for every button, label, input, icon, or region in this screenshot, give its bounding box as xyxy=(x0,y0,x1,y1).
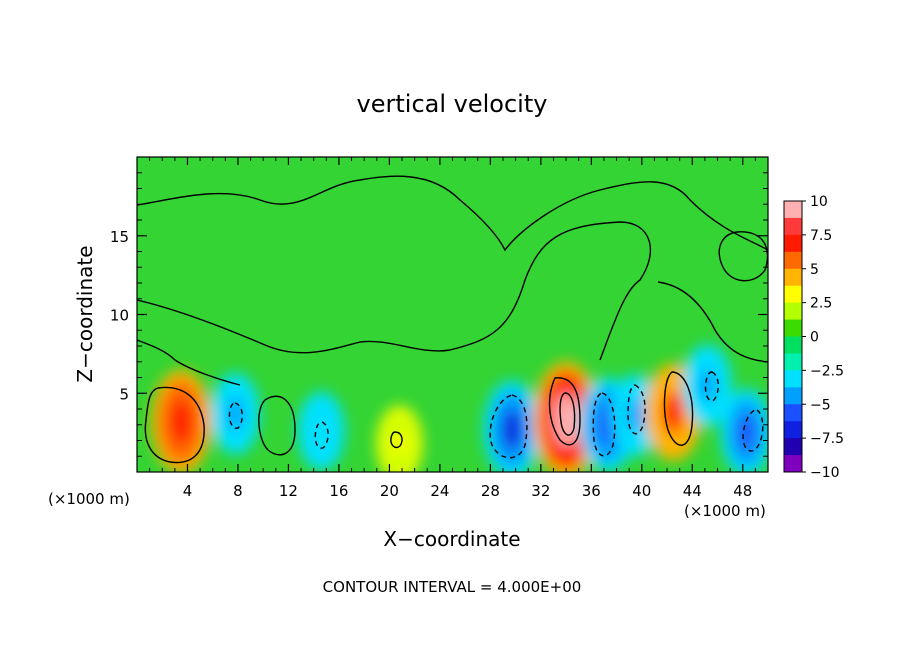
colorbar-segment-15 xyxy=(784,455,802,473)
x-tick-label-10: 44 xyxy=(683,482,702,500)
colorbar-segment-2 xyxy=(784,234,802,253)
y-tick-label-2: 15 xyxy=(110,228,129,246)
contour-blue-left xyxy=(228,402,243,429)
field-core-3 xyxy=(392,428,407,459)
velocity-field xyxy=(151,344,768,472)
x-tick-label-7: 32 xyxy=(531,482,550,500)
contour-lines xyxy=(137,175,768,464)
colorbar-segment-10 xyxy=(784,370,802,388)
colorbar-segment-5 xyxy=(784,285,802,304)
zero-contour-upper xyxy=(137,221,651,361)
colorbar-label-6: −5 xyxy=(810,397,831,413)
x-unit-right: (×1000 m) xyxy=(684,502,766,520)
colorbar-label-2: 5 xyxy=(810,262,819,278)
colorbar-segment-13 xyxy=(784,421,802,439)
x-axis-title: X−coordinate xyxy=(383,527,520,551)
contour-mid-low xyxy=(258,395,296,456)
field-core-0 xyxy=(170,398,193,445)
y-axis-title: Z−coordinate xyxy=(73,245,97,382)
contour-lower-right-ridge xyxy=(657,281,768,363)
x-tick-label-2: 12 xyxy=(279,482,298,500)
colorbar-label-1: 7.5 xyxy=(810,228,832,244)
x-tick-label-11: 48 xyxy=(733,482,752,500)
contour-red-core xyxy=(548,377,581,446)
y-tick-label-0: 5 xyxy=(119,385,129,403)
contour-interval-label: CONTOUR INTERVAL = 4.000E+00 xyxy=(323,578,582,596)
y-axis: 5 10 15 xyxy=(110,172,768,457)
x-tick-label-5: 24 xyxy=(430,482,449,500)
colorbar-label-4: 0 xyxy=(810,330,819,346)
colorbar-label-8: −10 xyxy=(810,465,840,481)
colorbar-label-5: −2.5 xyxy=(810,363,844,379)
x-unit-left: (×1000 m) xyxy=(48,490,130,508)
colorbar-segment-12 xyxy=(784,404,802,422)
field-core-9 xyxy=(699,368,716,403)
contour-yellow-low xyxy=(390,431,403,449)
colorbar-segment-9 xyxy=(784,353,802,371)
colorbar-label-7: −7.5 xyxy=(810,431,844,447)
colorbar-label-3: 2.5 xyxy=(810,296,832,312)
chart-title: vertical velocity xyxy=(357,90,548,118)
contour-blue-right3 xyxy=(704,371,719,402)
x-tick-label-0: 4 xyxy=(183,482,193,500)
colorbar-segment-1 xyxy=(784,217,802,236)
contour-left-red xyxy=(144,386,205,464)
field-core-10 xyxy=(737,413,756,452)
contour-bottom-left xyxy=(137,339,241,386)
x-tick-label-8: 36 xyxy=(582,482,601,500)
colorbar-segment-8 xyxy=(784,336,802,354)
colorbar-segment-11 xyxy=(784,387,802,405)
contour-red-core-inner xyxy=(559,392,576,436)
zero-contour-top xyxy=(137,175,768,252)
colorbar-segment-6 xyxy=(784,302,802,321)
colorbar-segment-3 xyxy=(784,251,802,270)
colorbar-segment-14 xyxy=(784,438,802,456)
contour-blue-right1 xyxy=(592,392,616,457)
plot-area xyxy=(137,157,768,472)
x-tick-label-3: 16 xyxy=(329,482,348,500)
colorbar-segment-4 xyxy=(784,268,802,287)
field-core-4 xyxy=(501,408,523,451)
x-tick-label-4: 20 xyxy=(380,482,399,500)
colorbar-segment-0 xyxy=(784,201,802,219)
contour-blue-edge xyxy=(742,409,764,452)
x-tick-label-9: 40 xyxy=(632,482,651,500)
contour-blue-right2 xyxy=(627,384,646,435)
x-tick-label-1: 8 xyxy=(233,482,243,500)
contour-red-right xyxy=(663,371,694,446)
contour-right-upper xyxy=(718,231,768,282)
field-core-2 xyxy=(313,414,330,448)
colorbar-segment-7 xyxy=(784,319,802,337)
field-core-7 xyxy=(627,398,644,433)
x-tick-label-6: 28 xyxy=(481,482,500,500)
x-axis: 4 8 12 16 20 24 28 32 36 40 44 48 xyxy=(149,157,756,500)
contour-blue-left2 xyxy=(314,421,329,449)
colorbar-label-0: 10 xyxy=(810,194,828,210)
field-core-8 xyxy=(663,390,684,434)
y-tick-label-1: 10 xyxy=(110,307,129,325)
colorbar: 10 7.5 5 2.5 0 −2.5 −5 −7.5 −10 xyxy=(783,194,844,481)
